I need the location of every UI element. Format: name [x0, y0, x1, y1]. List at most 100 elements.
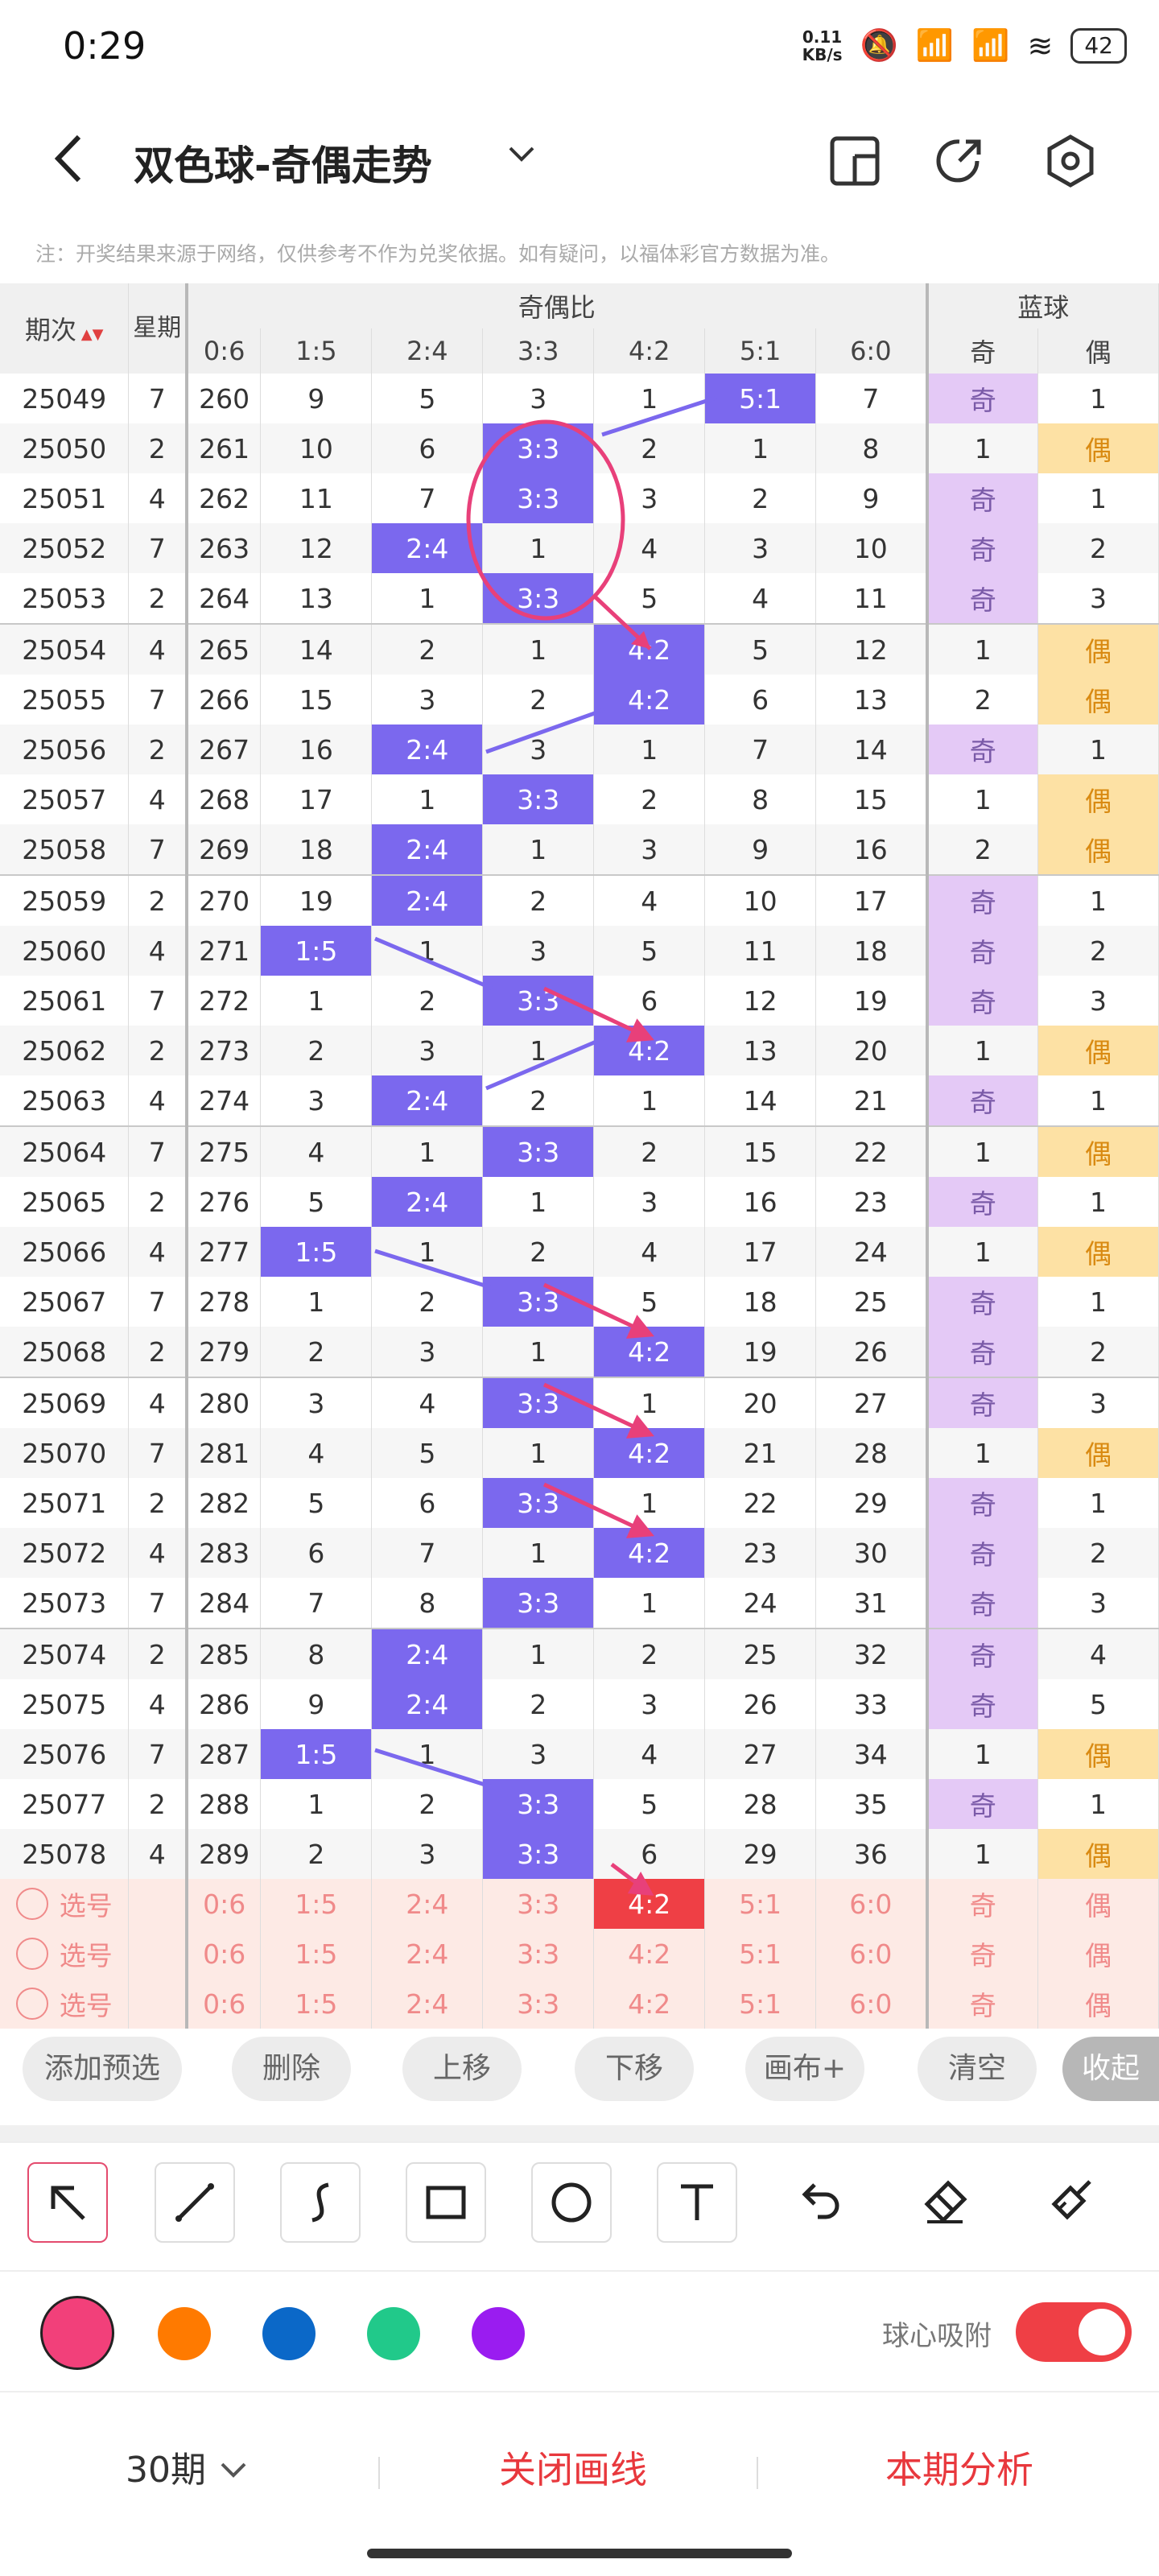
pick-cell[interactable]: 0:6 — [186, 1879, 262, 1929]
pick-cell[interactable]: 6:0 — [815, 1929, 928, 1979]
pick-cell[interactable]: 奇 — [925, 1879, 1038, 1929]
trend-table-container[interactable]: 期次 ▲▼ 星期 奇偶比 蓝球 0:6 1:5 2:4 3:3 4:2 5:1 6:0 奇偶 … — [0, 283, 1159, 2029]
eraser-icon[interactable] — [906, 2162, 984, 2240]
add-preselect-button[interactable]: 添加预选 — [23, 2037, 182, 2101]
table-cell: 7 — [371, 473, 484, 523]
pick-cell[interactable]: 奇 — [925, 1979, 1038, 2029]
arrow-tool-icon[interactable] — [27, 2162, 108, 2243]
table-cell: 3 — [260, 1377, 373, 1428]
canvas-plus-button[interactable]: 画布+ — [745, 2037, 864, 2101]
pick-cell[interactable]: 5:1 — [704, 1979, 817, 2029]
table-cell: 13 — [260, 573, 373, 624]
pick-cell[interactable]: 2:4 — [371, 1879, 484, 1929]
pick-cell[interactable]: 6:0 — [815, 1879, 928, 1929]
drawn-arrow-head — [631, 631, 650, 649]
pick-cell[interactable]: 偶 — [1037, 1879, 1159, 1929]
chevron-down-icon — [221, 2462, 246, 2478]
text-tool-icon[interactable] — [657, 2162, 737, 2243]
undo-icon[interactable] — [781, 2162, 858, 2240]
table-cell: 1 — [1037, 1779, 1159, 1829]
circle-tool-icon[interactable] — [531, 2162, 612, 2243]
pick-cell[interactable]: 1:5 — [260, 1929, 373, 1979]
header-blue-0: 奇 — [925, 328, 1038, 374]
pick-cell[interactable]: 0:6 — [186, 1979, 262, 2029]
table-cell: 4 — [371, 1377, 484, 1428]
table-cell: 5:1 — [704, 374, 817, 423]
color-orange-swatch[interactable] — [158, 2307, 211, 2360]
mute-icon: 🔕 — [860, 27, 898, 63]
table-cell: 25 — [704, 1628, 817, 1679]
color-green-swatch[interactable] — [367, 2307, 420, 2360]
rect-tool-icon[interactable] — [406, 2162, 486, 2243]
table-cell: 25068 — [0, 1327, 130, 1377]
home-indicator[interactable] — [367, 2549, 792, 2558]
table-cell: 24 — [815, 1227, 928, 1277]
divider — [757, 2457, 758, 2489]
settings-icon[interactable] — [1041, 132, 1099, 190]
pick-cell[interactable]: 奇 — [925, 1929, 1038, 1979]
pick-cell[interactable]: 偶 — [1037, 1929, 1159, 1979]
table-cell: 25059 — [0, 874, 130, 926]
snap-toggle[interactable] — [1016, 2302, 1132, 2362]
pick-cell[interactable]: 3:3 — [482, 1879, 595, 1929]
pick-cell[interactable]: 1:5 — [260, 1879, 373, 1929]
radio-circle-icon[interactable] — [15, 1988, 48, 2020]
pick-cell[interactable]: 4:2 — [593, 1879, 706, 1929]
pick-cell[interactable]: 6:0 — [815, 1979, 928, 2029]
pick-cell[interactable]: 3:3 — [482, 1979, 595, 2029]
page-title[interactable]: 双色球-奇偶走势 — [134, 142, 432, 189]
clear-button[interactable]: 清空 — [918, 2037, 1037, 2101]
header-period[interactable]: 期次 ▲▼ — [0, 283, 130, 374]
chevron-down-icon[interactable] — [505, 137, 538, 176]
back-icon[interactable] — [48, 130, 97, 187]
pick-cell[interactable]: 0:6 — [186, 1929, 262, 1979]
pick-cell[interactable]: 3:3 — [482, 1929, 595, 1979]
drawn-arrows-group — [542, 986, 654, 1896]
pick-cell[interactable]: 4:2 — [593, 1979, 706, 2029]
table-row: 25054 4 265 14 2 1 4:2 5 12 1 偶 — [0, 623, 1159, 675]
pick-select[interactable]: 选号 — [0, 1929, 130, 1979]
table-cell: 21 — [704, 1428, 817, 1478]
pick-row[interactable]: 选号 0:6 1:5 2:4 3:3 4:2 5:1 6:0 奇偶 — [0, 1979, 1159, 2029]
pick-cell[interactable]: 5:1 — [704, 1879, 817, 1929]
pick-select[interactable]: 选号 — [0, 1979, 130, 2029]
radio-circle-icon[interactable] — [15, 1888, 48, 1920]
radio-circle-icon[interactable] — [15, 1938, 48, 1970]
table-row: 25055 7 266 15 3 2 4:2 6 13 2 偶 — [0, 675, 1159, 724]
color-purple-swatch[interactable] — [472, 2307, 525, 2360]
pick-cell[interactable]: 1:5 — [260, 1979, 373, 2029]
share-icon[interactable] — [930, 132, 988, 190]
table-cell: 2 — [260, 1026, 373, 1075]
pick-cell[interactable]: 偶 — [1037, 1979, 1159, 2029]
clean-brush-icon[interactable] — [1032, 2162, 1109, 2240]
table-cell: 5 — [260, 1478, 373, 1528]
table-cell: 4 — [128, 473, 188, 523]
current-analysis-button[interactable]: 本期分析 — [885, 2448, 1033, 2491]
move-up-button[interactable]: 上移 — [402, 2037, 522, 2101]
table-cell: 274 — [186, 1075, 262, 1126]
header-ratio-2: 2:4 — [371, 328, 484, 374]
table-cell: 272 — [186, 976, 262, 1026]
pick-row[interactable]: 选号 0:6 1:5 2:4 3:3 4:2 5:1 6:0 奇偶 — [0, 1929, 1159, 1979]
signal-5g-icon: 📶 — [915, 27, 955, 63]
pick-cell[interactable]: 2:4 — [371, 1979, 484, 2029]
delete-button[interactable]: 删除 — [232, 2037, 351, 2101]
table-row: 25066 4 277 1:5 1 2 4 17 24 1 偶 — [0, 1227, 1159, 1277]
table-cell: 25070 — [0, 1428, 130, 1478]
period-selector[interactable]: 30期 — [126, 2441, 250, 2492]
pick-select[interactable]: 选号 — [0, 1879, 130, 1929]
line-tool-icon[interactable] — [155, 2162, 235, 2243]
collapse-button[interactable]: 收起 — [1062, 2037, 1159, 2101]
table-cell: 7 — [128, 523, 188, 573]
pick-cell[interactable]: 4:2 — [593, 1929, 706, 1979]
color-blue-swatch[interactable] — [262, 2307, 316, 2360]
pick-row[interactable]: 选号 0:6 1:5 2:4 3:3 4:2 5:1 6:0 奇偶 — [0, 1879, 1159, 1929]
color-pink-swatch[interactable] — [40, 2296, 114, 2370]
move-down-button[interactable]: 下移 — [575, 2037, 694, 2101]
pick-cell[interactable]: 5:1 — [704, 1929, 817, 1979]
curve-tool-icon[interactable] — [280, 2162, 361, 2243]
phone-screen-icon[interactable] — [826, 132, 884, 190]
table-cell: 1 — [1037, 473, 1159, 523]
pick-cell[interactable]: 2:4 — [371, 1929, 484, 1979]
close-drawing-button[interactable]: 关闭画线 — [499, 2448, 647, 2491]
